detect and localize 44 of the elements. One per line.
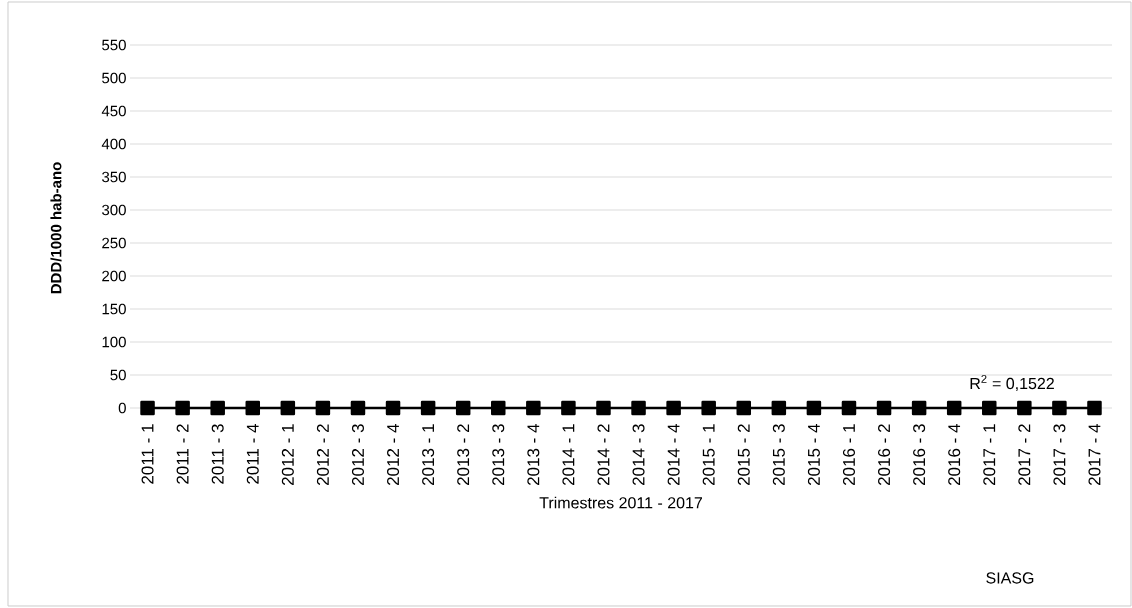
- x-tick-label: 2016 - 4: [948, 424, 961, 486]
- x-tick-label: 2016 - 2: [878, 424, 891, 486]
- y-tick-label: 200: [102, 270, 126, 282]
- x-axis-title: Trimestres 2011 - 2017: [539, 496, 702, 509]
- y-tick-label: 150: [102, 303, 126, 315]
- x-tick-label: 2017 - 1: [983, 424, 996, 486]
- x-tick-label: 2017 - 2: [1018, 424, 1031, 486]
- x-tick-label: 2016 - 3: [913, 424, 926, 486]
- x-tick-label: 2015 - 2: [737, 424, 750, 486]
- x-tick-label: 2016 - 1: [842, 424, 855, 486]
- x-tick-label: 2014 - 1: [562, 424, 575, 486]
- y-tick-label: 450: [101, 105, 126, 117]
- x-tick-label: 2013 - 3: [492, 424, 505, 486]
- text: SIASG: [986, 572, 1034, 584]
- x-tick-label: 2011 - 1: [141, 424, 154, 484]
- x-tick-label: 2012 - 1: [281, 424, 294, 486]
- x-tick-label: 2011 - 2: [176, 424, 189, 484]
- x-tick-label: 2011 - 3: [211, 424, 224, 484]
- y-tick-label: 100: [102, 336, 126, 348]
- y-tick-label: 400: [101, 138, 126, 150]
- x-tick-label: 2017 - 3: [1053, 424, 1066, 486]
- x-tick-label: 2013 - 4: [527, 424, 540, 486]
- x-tick-label: 2012 - 3: [351, 424, 364, 486]
- y-tick-label: 500: [102, 72, 126, 84]
- y-tick-label: 300: [102, 204, 126, 216]
- y-tick-label: 0: [118, 402, 126, 414]
- y-axis-title: DDD/1000 hab-ano: [50, 162, 62, 294]
- y-tick-label: 250: [102, 237, 126, 249]
- y-tick-label: 550: [102, 39, 126, 51]
- x-tick-label: 2015 - 4: [807, 424, 820, 486]
- annotation: R$^{2}$ = 0,1522: [970, 374, 1054, 392]
- x-tick-label: 2013 - 2: [457, 424, 470, 486]
- x-tick-label: 2014 - 2: [597, 424, 610, 486]
- x-tick-label: 2015 - 1: [702, 424, 715, 486]
- x-tick-label: 2015 - 3: [772, 424, 785, 486]
- x-tick-label: 2014 - 4: [667, 424, 680, 486]
- x-tick-label: 2014 - 3: [632, 424, 645, 486]
- y-tick-label: 50: [110, 369, 126, 381]
- x-tick-label: 2012 - 4: [387, 424, 400, 486]
- x-tick-label: 2017 - 4: [1088, 424, 1101, 486]
- x-tick-label: 2011 - 4: [246, 424, 259, 484]
- y-tick-label: 350: [102, 171, 126, 183]
- x-tick-label: 2012 - 2: [316, 424, 329, 486]
- x-tick-label: 2013 - 1: [422, 424, 435, 486]
